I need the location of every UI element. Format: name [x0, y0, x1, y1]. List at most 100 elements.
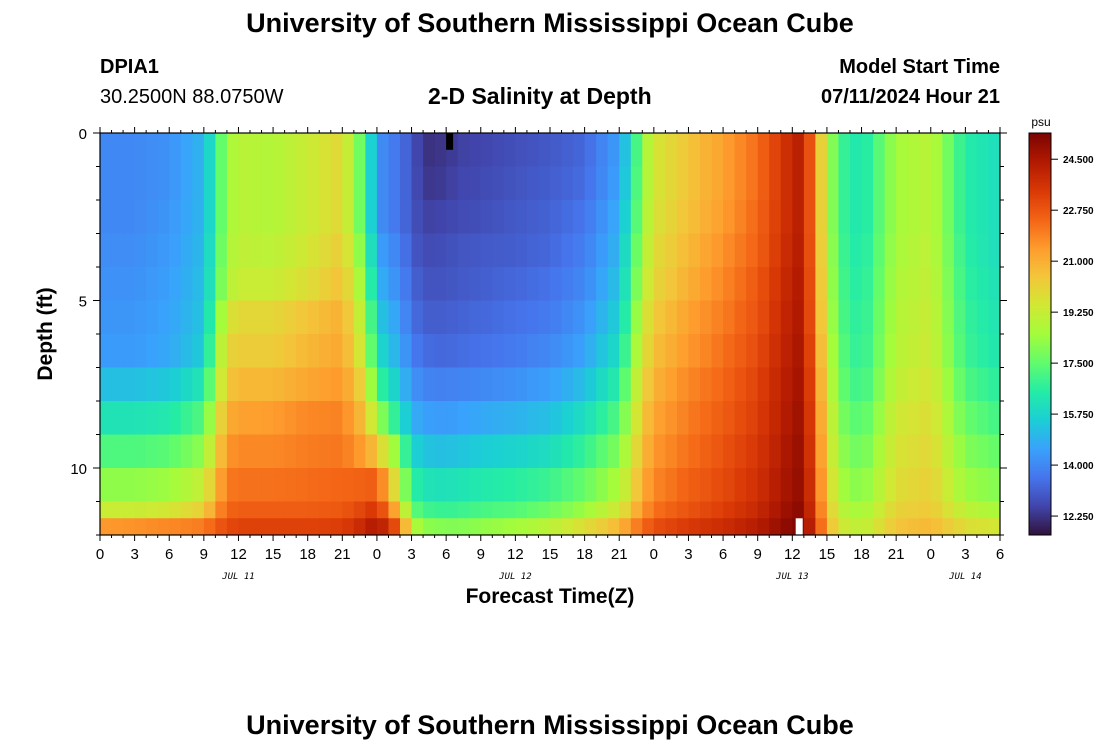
heatmap-cell	[873, 200, 886, 235]
y-tick-label: 5	[79, 294, 87, 311]
heatmap-cell	[665, 518, 678, 535]
y-axis: 0 5 10	[70, 126, 1007, 536]
heatmap-cell	[492, 166, 505, 201]
heatmap-cell	[469, 267, 482, 302]
heatmap-cell	[538, 501, 551, 519]
heatmap-cell	[873, 401, 886, 436]
heatmap-cell	[550, 501, 563, 519]
heatmap-cell	[169, 166, 182, 201]
heatmap-cell	[330, 468, 343, 503]
heatmap-cell	[376, 166, 390, 201]
heatmap-cell	[123, 233, 136, 268]
colorbar-tick-label: 12.250	[1063, 512, 1094, 523]
heatmap-cell	[469, 518, 482, 535]
heatmap-cell	[676, 133, 690, 168]
heatmap-cell	[619, 267, 632, 302]
heatmap-cell	[630, 133, 643, 168]
heatmap-cell	[226, 518, 240, 535]
heatmap-cell	[123, 200, 136, 235]
heatmap-cell	[746, 334, 759, 369]
heatmap-cell	[734, 300, 747, 335]
heatmap-cell	[492, 501, 505, 519]
x-tick-label: 12	[230, 546, 247, 563]
heatmap-cell	[330, 166, 343, 201]
heatmap-cell	[688, 267, 701, 302]
heatmap-cell	[850, 267, 863, 302]
heatmap-cell	[734, 501, 747, 519]
heatmap-cell	[676, 468, 690, 503]
heatmap-cell	[457, 200, 470, 235]
heatmap-cell	[850, 518, 863, 535]
heatmap-cell	[250, 300, 263, 335]
heatmap-cell	[492, 334, 505, 369]
heatmap-cell	[411, 468, 424, 503]
heatmap-markers	[446, 133, 803, 535]
heatmap-cell	[100, 367, 113, 402]
heatmap-cell	[180, 367, 193, 402]
heatmap-cell	[780, 267, 793, 302]
heatmap-cell	[861, 401, 874, 436]
heatmap-cell	[757, 267, 770, 302]
heatmap-cell	[146, 334, 159, 369]
x-tick-label: 18	[853, 546, 870, 563]
heatmap-cell	[296, 200, 309, 235]
heatmap-cell	[365, 300, 378, 335]
heatmap-cell	[284, 401, 297, 436]
heatmap-cell	[896, 233, 909, 268]
heatmap-cell	[815, 501, 828, 519]
heatmap-cell	[965, 334, 978, 369]
heatmap-cell	[873, 166, 886, 201]
heatmap-cell	[803, 518, 816, 535]
heatmap-cell	[861, 518, 874, 535]
heatmap-cell	[561, 334, 574, 369]
heatmap-cell	[630, 300, 643, 335]
model-start-value: 07/11/2024 Hour 21	[820, 86, 1000, 108]
heatmap-cell	[723, 468, 736, 503]
heatmap-cell	[434, 300, 447, 335]
heatmap-cell	[723, 166, 736, 201]
heatmap-cell	[653, 334, 666, 369]
heatmap-cell	[561, 233, 574, 268]
heatmap-cell	[734, 267, 747, 302]
heatmap-cell	[226, 300, 240, 335]
heatmap-cell	[965, 367, 978, 402]
heatmap-cell	[700, 501, 713, 519]
heatmap-cell	[503, 334, 516, 369]
heatmap-cell	[215, 267, 228, 302]
heatmap-cell	[976, 367, 990, 402]
heatmap-cell	[400, 401, 413, 436]
heatmap-cell	[757, 401, 770, 436]
heatmap-cell	[100, 518, 113, 535]
heatmap-cell	[353, 166, 366, 201]
heatmap-cell	[457, 367, 470, 402]
heatmap-cell	[723, 334, 736, 369]
heatmap-cell	[226, 133, 240, 168]
heatmap-cell	[457, 267, 470, 302]
heatmap-cell	[803, 468, 816, 503]
heatmap-cell	[307, 434, 320, 469]
heatmap-cell	[330, 200, 343, 235]
heatmap-cell	[976, 401, 990, 436]
heatmap-cell	[861, 501, 874, 519]
heatmap-cell	[284, 334, 297, 369]
heatmap-cell	[192, 300, 205, 335]
heatmap-cell	[273, 200, 286, 235]
heatmap-cell	[215, 401, 228, 436]
heatmap-cell	[607, 200, 620, 235]
heatmap-cell	[515, 300, 528, 335]
heatmap-cell	[469, 334, 482, 369]
heatmap-cell	[515, 233, 528, 268]
heatmap-cell	[619, 367, 632, 402]
heatmap-cell	[930, 334, 943, 369]
heatmap-cell	[376, 518, 390, 535]
heatmap-cell	[873, 518, 886, 535]
heatmap-cell	[942, 434, 955, 469]
heatmap-cell	[503, 501, 516, 519]
heatmap-cell	[861, 367, 874, 402]
heatmap-cell	[411, 166, 424, 201]
heatmap-cell	[123, 267, 136, 302]
heatmap-cell	[538, 367, 551, 402]
heatmap-cell	[307, 468, 320, 503]
heatmap-cell	[734, 334, 747, 369]
heatmap-cell	[953, 267, 966, 302]
